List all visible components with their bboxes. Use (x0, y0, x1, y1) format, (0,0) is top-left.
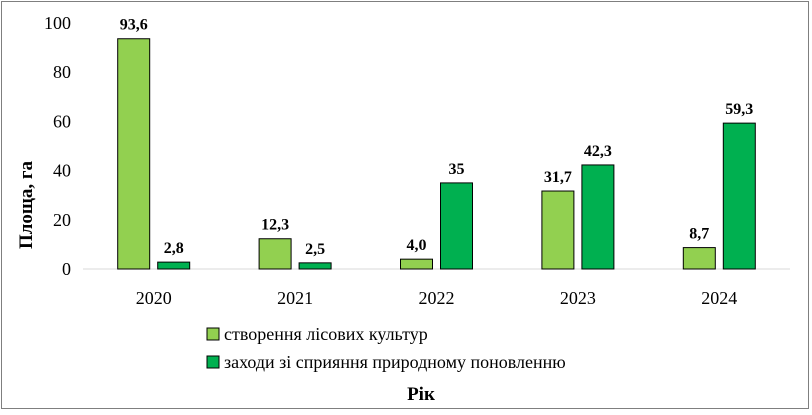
y-tick-label: 40 (53, 161, 71, 181)
bar-series-1 (682, 247, 716, 270)
x-tick-label: 2024 (701, 288, 737, 308)
data-label: 2,5 (305, 241, 325, 258)
y-tick-label: 60 (53, 111, 71, 131)
bar-series-1 (117, 38, 151, 270)
legend-label-2: заходи зі сприяння природному поновленню (224, 352, 566, 372)
bar-chart: 0 20 40 60 80 100 2020 2021 2022 2023 2024 93,6 12,… (16, 13, 790, 405)
data-label: 42,3 (584, 143, 612, 160)
x-tick-label: 2023 (560, 288, 596, 308)
data-label: 35 (449, 161, 465, 178)
bar-series-2 (581, 164, 615, 270)
data-label: 4,0 (407, 237, 427, 254)
y-tick-label: 80 (53, 62, 71, 82)
y-axis-title: Площа, га (16, 160, 37, 249)
bar-series-2 (157, 261, 191, 270)
legend-swatch-2 (206, 355, 220, 369)
bar-series-2 (440, 182, 473, 270)
bar-series-1 (258, 238, 292, 270)
x-tick-label: 2021 (277, 288, 313, 308)
legend-label-1: створення лісових культур (224, 324, 428, 344)
data-label: 8,7 (689, 226, 709, 243)
chart-frame: 0 20 40 60 80 100 2020 2021 2022 2023 2024 93,6 12,… (1, 1, 809, 409)
data-label: 12,3 (261, 217, 289, 234)
bar-series-1 (400, 258, 433, 270)
x-axis-title: Рік (407, 384, 435, 405)
legend: створення лісових культур заходи зі спри… (206, 324, 566, 372)
y-tick-label: 20 (53, 210, 71, 230)
legend-swatch-1 (206, 327, 220, 341)
data-label: 31,7 (544, 169, 572, 186)
y-tick-label: 100 (44, 13, 71, 33)
data-label: 2,8 (164, 240, 184, 257)
data-label: 59,3 (725, 101, 753, 118)
x-tick-label: 2020 (136, 288, 172, 308)
bar-series-1 (541, 190, 575, 270)
bar-series-2 (722, 122, 756, 270)
data-label: 93,6 (120, 17, 148, 34)
y-tick-label: 0 (62, 259, 71, 279)
x-tick-label: 2022 (419, 288, 455, 308)
bar-series-2 (298, 262, 332, 270)
